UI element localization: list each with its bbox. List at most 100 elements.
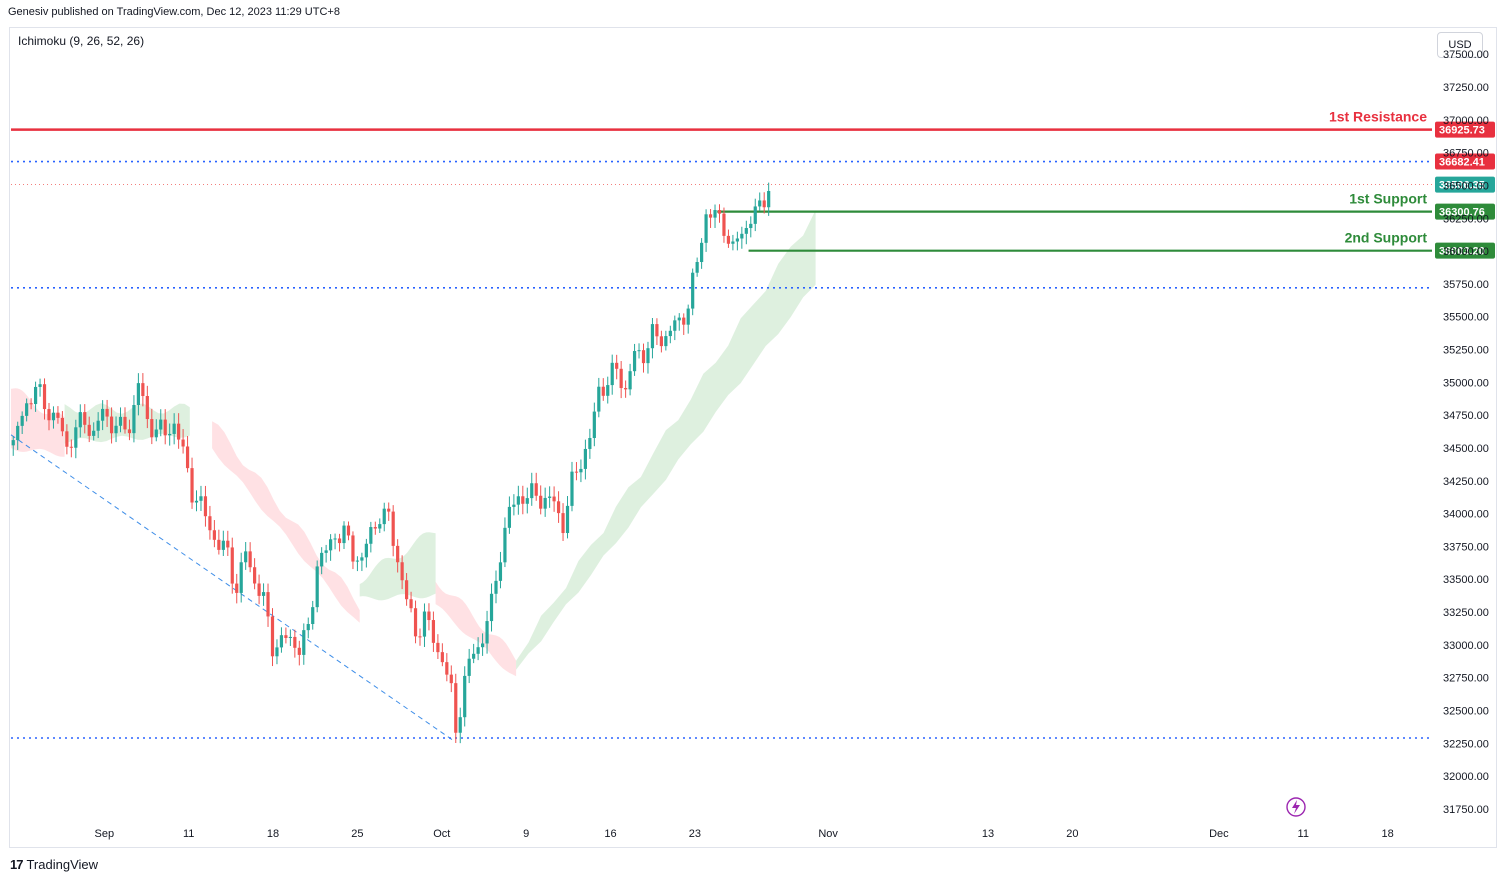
candle-body — [695, 262, 699, 273]
candle-body — [664, 336, 668, 347]
candle-body — [337, 538, 342, 544]
candle-body — [489, 593, 494, 622]
currency-selector[interactable]: USD — [1437, 32, 1483, 58]
candle-body — [445, 662, 449, 675]
candle-body — [427, 611, 431, 621]
candle-body — [431, 620, 436, 643]
candle-body — [485, 621, 489, 644]
candle-body — [606, 385, 610, 396]
ichimoku-legend[interactable]: Ichimoku (9, 26, 52, 26) — [18, 34, 145, 48]
candle-body — [132, 404, 136, 434]
price-tag-36003.20: 36003.20 — [1435, 242, 1495, 259]
candle-body — [203, 496, 208, 517]
candle-body — [78, 412, 82, 428]
candle-body — [646, 348, 650, 364]
candle-body — [96, 420, 100, 431]
candle-body — [731, 241, 735, 244]
price-axis-tick: 34750.00 — [1443, 410, 1489, 422]
candle-body — [521, 496, 525, 504]
time-axis-tick: 25 — [351, 828, 363, 840]
candle-body — [449, 674, 453, 684]
candle-body — [257, 583, 261, 596]
price-axis-tick: 34000.00 — [1443, 509, 1489, 521]
candle-body — [226, 540, 230, 548]
candle-body — [767, 190, 771, 208]
price-axis-tick: 33500.00 — [1443, 574, 1489, 586]
candle-body — [248, 551, 252, 568]
price-axis-tick: 32500.00 — [1443, 705, 1489, 717]
price-tag-label: 36300.76 — [1439, 207, 1485, 219]
candle-body — [217, 539, 221, 550]
candle-body — [422, 611, 427, 637]
candle-body — [498, 562, 503, 581]
candle-body — [145, 396, 149, 420]
candle-body — [239, 562, 243, 593]
candle-body — [38, 384, 42, 387]
price-tag-36506.35: 36506.35 — [1435, 176, 1495, 193]
price-axis-tick: 33250.00 — [1443, 607, 1489, 619]
candle-body — [150, 419, 154, 438]
price-axis-tick: 33750.00 — [1443, 541, 1489, 553]
candle-body — [592, 411, 596, 438]
candle-body — [668, 330, 672, 337]
candle-body — [583, 448, 587, 469]
candle-body — [404, 580, 409, 600]
time-axis-tick: 9 — [523, 828, 529, 840]
lightning-icon[interactable] — [1286, 797, 1306, 817]
annotation-1st-resistance: 1st Resistance — [1329, 109, 1427, 125]
candle-body — [548, 496, 552, 498]
candle-body — [472, 653, 476, 659]
candle-body — [691, 272, 695, 309]
candle-body — [619, 368, 623, 389]
price-axis-tick: 37250.00 — [1443, 82, 1489, 94]
candle-body — [588, 437, 592, 449]
candle-body — [632, 351, 637, 372]
candle-body — [136, 383, 140, 405]
time-axis-tick: Nov — [818, 828, 838, 840]
candle-body — [47, 409, 51, 421]
candle-body — [212, 530, 216, 540]
candle-body — [92, 430, 96, 436]
candle-body — [83, 412, 87, 425]
annotation-2nd-support: 2nd Support — [1345, 230, 1428, 246]
price-tag-bg — [1435, 242, 1495, 259]
candle-body — [704, 214, 708, 243]
price-tag-36300.76: 36300.76 — [1435, 203, 1495, 220]
candle-body — [293, 636, 297, 648]
price-tag-label: 36925.73 — [1439, 125, 1485, 137]
candle-body — [574, 471, 579, 473]
candle-body — [324, 550, 328, 553]
candle-body — [713, 210, 717, 218]
candle-body — [163, 419, 167, 436]
tradingview-footer[interactable]: 17 TradingView — [10, 857, 98, 872]
price-axis-tick: 37500.00 — [1443, 49, 1489, 61]
candle-body — [387, 508, 391, 512]
chart-frame[interactable] — [9, 27, 1497, 848]
candle-body — [735, 238, 739, 242]
candle-body — [297, 647, 301, 655]
candle-body — [418, 636, 422, 638]
candle-body — [114, 425, 118, 434]
time-axis-tick: 18 — [267, 828, 279, 840]
price-axis-tick: 36000.00 — [1443, 246, 1489, 258]
candle-body — [190, 468, 194, 503]
price-axis-tick: 32750.00 — [1443, 673, 1489, 685]
price-axis-tick: 31750.00 — [1443, 804, 1489, 816]
candle-body — [168, 433, 172, 436]
candle-body — [118, 416, 123, 426]
candle-body — [360, 557, 364, 561]
time-axis-tick: Oct — [433, 828, 450, 840]
candle-body — [351, 535, 355, 562]
candle-body — [552, 496, 556, 502]
candle-body — [194, 500, 199, 503]
time-axis-tick: 11 — [1298, 828, 1309, 840]
candle-body — [610, 362, 614, 386]
candle-body — [494, 580, 498, 594]
lightning-bolt — [1292, 800, 1300, 814]
price-axis-tick: 32250.00 — [1443, 738, 1489, 750]
candle-body — [530, 483, 534, 499]
candle-body — [266, 592, 270, 617]
candle-body — [601, 386, 605, 396]
candle-body — [302, 630, 306, 655]
